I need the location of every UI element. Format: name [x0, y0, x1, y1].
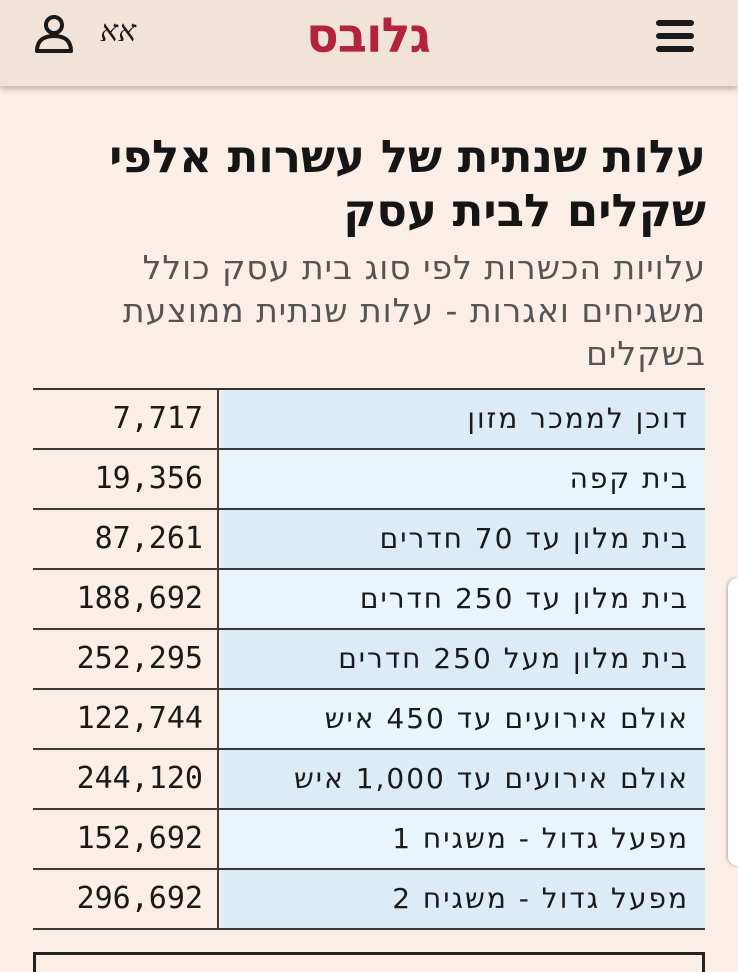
table-row: דוכן לממכר מזון 7,717 — [33, 390, 705, 450]
business-type-cell: דוכן לממכר מזון — [221, 390, 705, 448]
business-type-cell: בית מלון מעל 250 חדרים — [221, 630, 705, 688]
table-row: בית מלון עד 250 חדרים 188,692 — [33, 570, 705, 630]
business-type-cell: בית מלון עד 250 חדרים — [221, 570, 705, 628]
annual-cost-cell: 152,692 — [33, 810, 219, 868]
article-title: עלות שנתית של עשרות אלפי שקלים לבית עסק — [109, 130, 706, 237]
table-row: אולם אירועים עד 450 איש 122,744 — [33, 690, 705, 750]
table-row: אולם אירועים עד 1,000 איש 244,120 — [33, 750, 705, 810]
annual-cost-cell: 188,692 — [33, 570, 219, 628]
article-content: עלות שנתית של עשרות אלפי שקלים לבית עסק … — [0, 86, 738, 972]
menu-line — [656, 33, 694, 39]
side-scroll-handle[interactable] — [728, 578, 738, 866]
globes-logo[interactable]: גלובס — [306, 8, 431, 64]
annual-cost-cell: 7,717 — [33, 390, 219, 448]
business-type-cell: מפעל גדול - משגיח 1 — [221, 810, 705, 868]
annual-cost-cell: 87,261 — [33, 510, 219, 568]
menu-line — [656, 20, 694, 26]
table-row: בית קפה 19,356 — [33, 450, 705, 510]
table-row: מפעל גדול - משגיח 1 152,692 — [33, 810, 705, 870]
table-row: בית מלון מעל 250 חדרים 252,295 — [33, 630, 705, 690]
top-bar: גלובס אא — [0, 0, 738, 86]
business-type-cell: אולם אירועים עד 450 איש — [221, 690, 705, 748]
annual-cost-cell: 244,120 — [33, 750, 219, 808]
business-type-cell: מפעל גדול - משגיח 2 — [221, 870, 705, 928]
user-icon-graphic — [35, 15, 73, 53]
user-icon[interactable] — [32, 14, 76, 54]
business-type-cell: בית קפה — [221, 450, 705, 508]
table-row: מפעל גדול - משגיח 2 296,692 — [33, 870, 705, 930]
cost-table: דוכן לממכר מזון 7,717 בית קפה 19,356 בית מלו… — [33, 388, 705, 930]
business-type-cell: בית מלון עד 70 חדרים — [221, 510, 705, 568]
annual-cost-cell: 122,744 — [33, 690, 219, 748]
annual-cost-cell: 19,356 — [33, 450, 219, 508]
menu-line — [656, 46, 694, 52]
annual-cost-cell: 252,295 — [33, 630, 219, 688]
article-subtitle: עלויות הכשרות לפי סוג בית עסק כולל משגיח… — [122, 248, 706, 373]
annual-cost-cell: 296,692 — [33, 870, 219, 928]
font-size-toggle[interactable]: אא — [99, 14, 136, 49]
business-type-cell: אולם אירועים עד 1,000 איש — [221, 750, 705, 808]
next-section-box — [33, 952, 705, 972]
table-row: בית מלון עד 70 חדרים 87,261 — [33, 510, 705, 570]
hamburger-menu-icon[interactable] — [652, 14, 698, 58]
